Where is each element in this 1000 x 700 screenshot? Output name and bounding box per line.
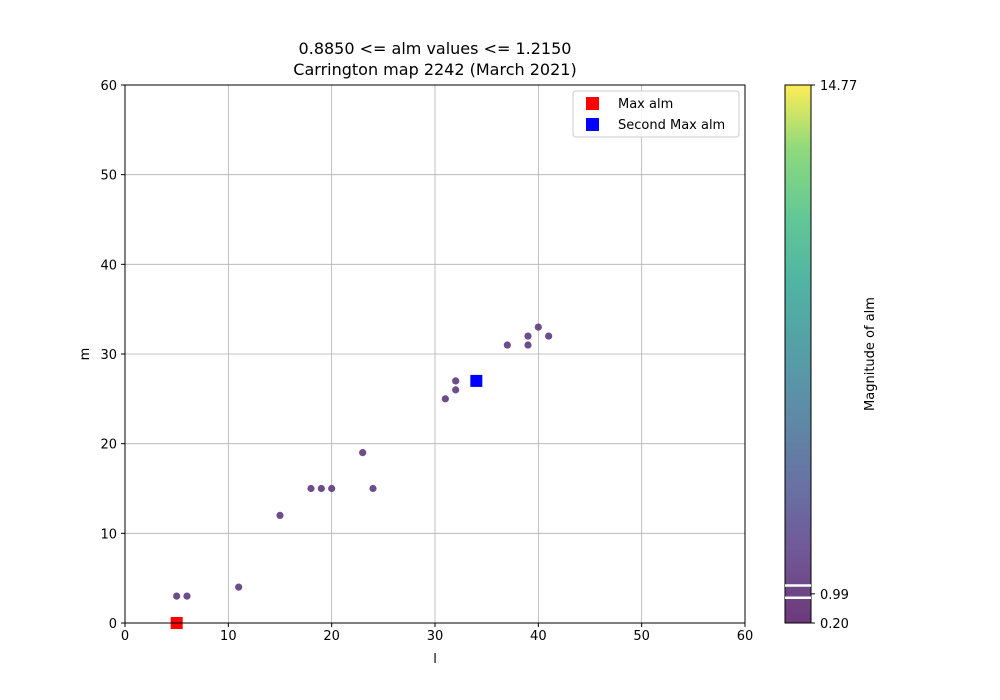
legend-swatch-second-max-alm (586, 118, 599, 131)
x-axis-label: l (433, 652, 437, 667)
y-tick-label: 40 (100, 258, 117, 273)
data-point (328, 484, 336, 493)
colorbar-ticks: 14.77 0.99 0.20 (811, 79, 857, 632)
colorbar: 14.77 0.99 0.20 Magnitude of alm (784, 79, 878, 632)
data-point (235, 583, 243, 591)
y-axis-ticks: 0 10 20 30 40 50 60 (100, 79, 125, 632)
legend-label-max-alm: Max alm (618, 97, 673, 112)
colorbar-gradient (784, 84, 812, 624)
data-points (170, 323, 553, 629)
chart-subtitle: Carrington map 2242 (March 2021) (293, 60, 577, 79)
data-point (359, 449, 367, 457)
data-point (534, 323, 542, 331)
colorbar-tick-label: 0.20 (820, 617, 849, 632)
legend-swatch-max-alm (586, 97, 599, 110)
y-tick-label: 10 (100, 527, 117, 542)
data-point (452, 386, 460, 394)
legend-label-second-max-alm: Second Max alm (618, 118, 725, 133)
y-tick-label: 30 (100, 348, 117, 363)
x-tick-label: 0 (121, 629, 129, 644)
data-point (369, 484, 377, 493)
y-tick-label: 60 (100, 79, 117, 94)
x-tick-label: 60 (737, 629, 754, 644)
x-tick-label: 30 (427, 629, 444, 644)
x-tick-label: 50 (633, 629, 650, 644)
x-tick-label: 10 (220, 629, 237, 644)
data-point (276, 511, 284, 519)
x-axis-ticks: 0 10 20 30 40 50 60 (121, 623, 753, 644)
data-point (441, 395, 449, 403)
y-axis-label: m (78, 348, 93, 361)
data-point (452, 377, 460, 385)
colorbar-tick-label: 0.99 (820, 588, 849, 603)
data-point (307, 484, 315, 493)
y-tick-label: 0 (109, 617, 117, 632)
data-point (503, 341, 511, 349)
legend: Max alm Second Max alm (572, 90, 740, 138)
data-point (183, 592, 191, 600)
colorbar-range-markers (785, 584, 811, 599)
x-tick-label: 40 (530, 629, 547, 644)
second-max-alm-marker (470, 374, 483, 387)
data-point (524, 332, 532, 340)
y-tick-label: 50 (100, 169, 117, 184)
data-point (524, 341, 532, 349)
y-tick-label: 20 (100, 438, 117, 453)
data-point (317, 484, 325, 493)
colorbar-tick-label: 14.77 (820, 79, 857, 94)
chart-title: 0.8850 <= alm values <= 1.2150 (298, 39, 572, 58)
data-point (545, 332, 553, 340)
grid-lines (124, 84, 746, 624)
colorbar-label: Magnitude of alm (863, 297, 878, 411)
x-tick-label: 20 (323, 629, 340, 644)
data-point (173, 592, 181, 600)
legend-box (572, 90, 740, 138)
